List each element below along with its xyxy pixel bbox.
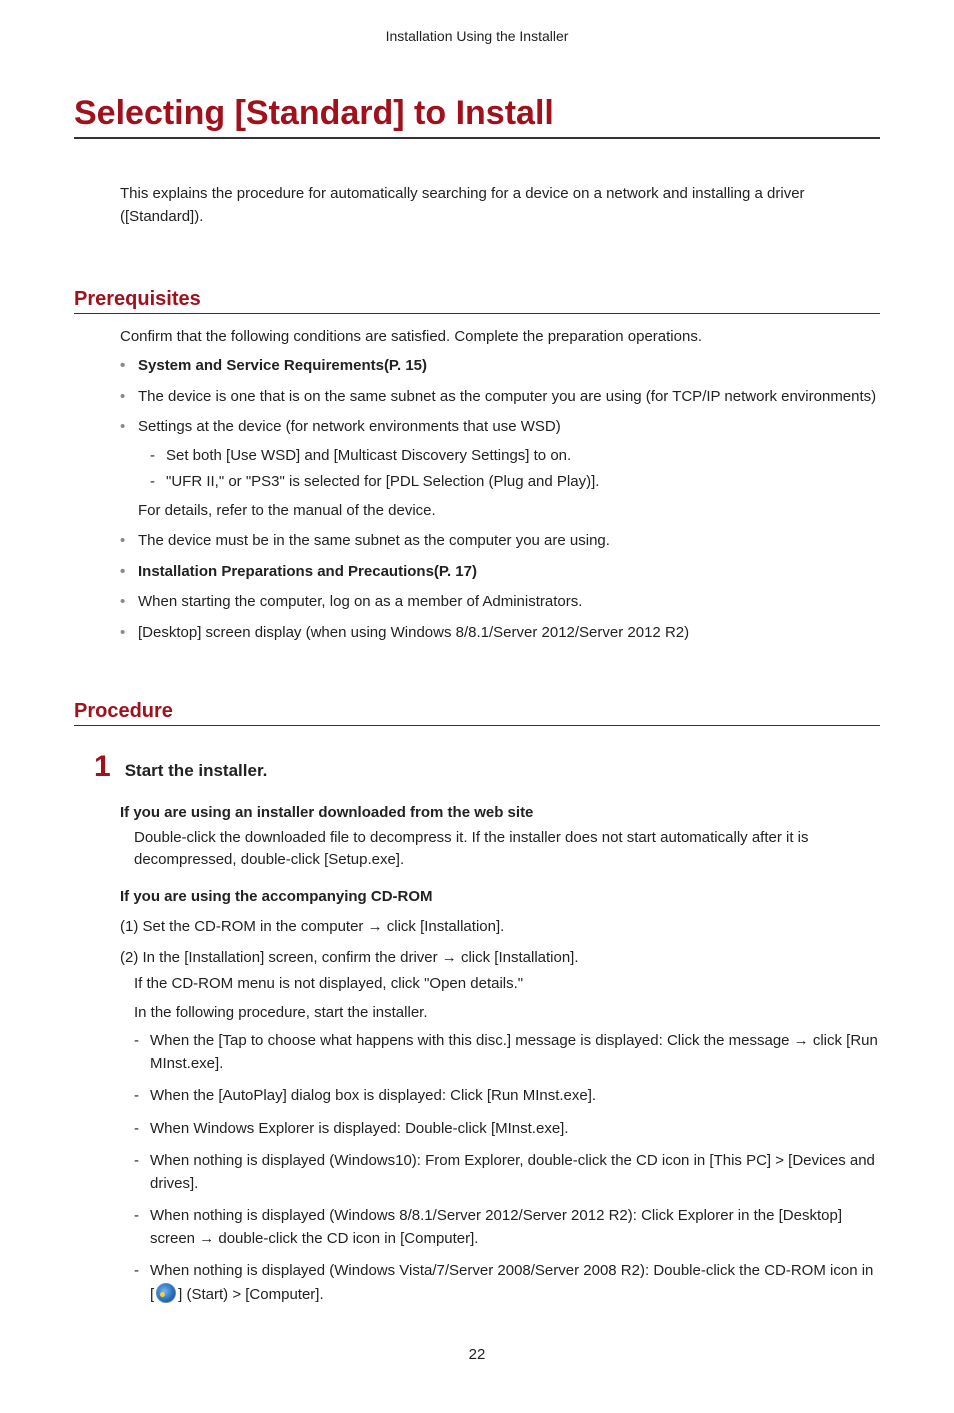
prereq-item-wsd: Settings at the device (for network envi… [120, 416, 880, 522]
windows-start-icon [156, 1283, 176, 1303]
procedure-heading: Procedure [74, 700, 880, 726]
web-installer-heading: If you are using an installer downloaded… [120, 802, 880, 825]
dash-item-vista: When nothing is displayed (Windows Vista… [134, 1260, 880, 1306]
prereq-wsd-sub1: Set both [Use WSD] and [Multicast Discov… [150, 445, 880, 468]
main-title: Selecting [Standard] to Install [74, 94, 880, 139]
page-header: Installation Using the Installer [74, 28, 880, 44]
dash-item-vista-after: ] (Start) > [Computer]. [178, 1286, 323, 1303]
prereq-item-admin: When starting the computer, log on as a … [120, 591, 880, 614]
web-installer-text: Double-click the downloaded file to deco… [134, 827, 880, 872]
cdrom-step-1: (1) Set the CD-ROM in the computer → cli… [120, 916, 880, 939]
cdrom-step-2a: If the CD-ROM menu is not displayed, cli… [134, 973, 880, 996]
prerequisites-list: System and Service Requirements(P. 15) T… [120, 355, 880, 644]
prereq-item-same-subnet: The device must be in the same subnet as… [120, 530, 880, 553]
step-1-body: If you are using an installer downloaded… [120, 802, 880, 1306]
step-1-row: 1 Start the installer. [94, 752, 880, 782]
step-1-number: 1 [94, 752, 111, 782]
prerequisites-heading: Prerequisites [74, 288, 880, 314]
dash-item-win8: When nothing is displayed (Windows 8/8.1… [134, 1205, 880, 1250]
prereq-item-sysreq[interactable]: System and Service Requirements(P. 15) [120, 355, 880, 378]
dash-item-explorer: When Windows Explorer is displayed: Doub… [134, 1118, 880, 1141]
step-1-title: Start the installer. [125, 761, 268, 781]
page-number: 22 [74, 1346, 880, 1363]
prereq-item-desktop: [Desktop] screen display (when using Win… [120, 622, 880, 645]
prereq-wsd-after: For details, refer to the manual of the … [138, 500, 880, 523]
cdrom-step-2b: In the following procedure, start the in… [134, 1002, 880, 1025]
prereq-item-subnet: The device is one that is on the same su… [120, 386, 880, 409]
dash-item-win10: When nothing is displayed (Windows10): F… [134, 1150, 880, 1195]
intro-paragraph: This explains the procedure for automati… [120, 183, 880, 228]
prereq-wsd-sub2: "UFR II," or "PS3" is selected for [PDL … [150, 471, 880, 494]
cdrom-step-2: (2) In the [Installation] screen, confir… [120, 947, 880, 970]
dash-item-autoplay: When the [AutoPlay] dialog box is displa… [134, 1085, 880, 1108]
dash-item-tap: When the [Tap to choose what happens wit… [134, 1030, 880, 1075]
prerequisites-intro: Confirm that the following conditions ar… [120, 328, 880, 345]
cdrom-dash-list: When the [Tap to choose what happens wit… [134, 1030, 880, 1306]
cdrom-heading: If you are using the accompanying CD-ROM [120, 886, 880, 909]
prereq-item-install-prep[interactable]: Installation Preparations and Precaution… [120, 561, 880, 584]
prereq-item-wsd-text: Settings at the device (for network envi… [138, 418, 561, 435]
